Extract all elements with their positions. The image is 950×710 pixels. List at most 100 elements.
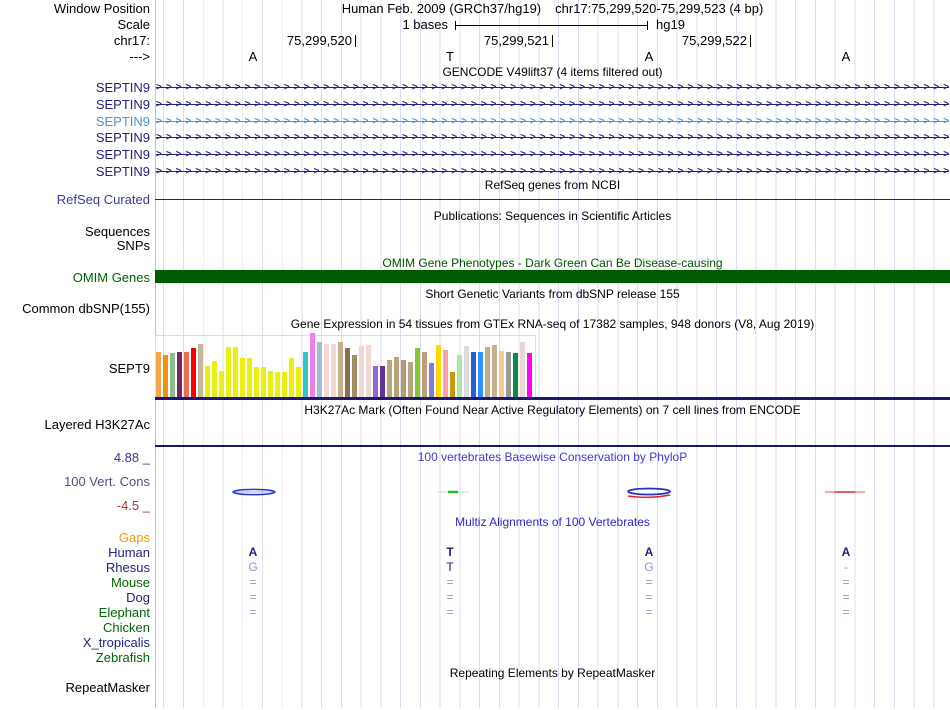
reference-base: A [248,49,258,64]
multiz-species-label[interactable]: Dog [126,590,150,605]
reference-base: T [446,49,454,64]
h3k27ac-baseline [155,445,950,447]
gtex-tissue-bar [492,345,497,397]
layered-h3k27ac-label[interactable]: Layered H3K27Ac [44,417,150,432]
gencode-gene-label[interactable]: SEPTIN9 [95,114,150,129]
multiz-species-label[interactable]: Rhesus [105,560,150,575]
gtex-tissue-bar [310,333,315,397]
gene-strand-arrows: >>>>>>>>>>>>>>>>>>>>>>>>>>>>>>>>>>>>>>>>… [156,116,949,127]
gtex-tissue-bar [485,347,490,397]
gencode-gene-label[interactable]: SEPTIN9 [95,97,150,112]
gtex-tissue-bar [352,355,357,397]
conservation-mark [437,490,469,494]
multiz-species-label[interactable]: Zebrafish [95,650,150,665]
omim-genes-label[interactable]: OMIM Genes [72,270,150,285]
dbsnp-track-title: Short Genetic Variants from dbSNP releas… [425,287,680,301]
alignment-base: T [446,545,454,559]
gtex-tissue-bar [254,367,259,397]
multiz-species-label[interactable]: Chicken [103,620,150,635]
gencode-gene-item[interactable]: >>>>>>>>>>>>>>>>>>>>>>>>>>>>>>>>>>>>>>>>… [156,80,949,95]
gtex-tissue-bar [282,372,287,397]
h3k27ac-track-title: H3K27Ac Mark (Often Found Near Active Re… [304,403,801,417]
alignment-base: - [844,560,848,574]
gtex-tissue-bar [478,352,483,397]
multiz-species-label[interactable]: Elephant [98,605,150,620]
gtex-tissue-bar [156,352,161,397]
vert-cons-label[interactable]: 100 Vert. Cons [64,474,150,489]
gtex-tissue-bar [184,352,189,397]
gtex-tissue-bar [450,372,455,397]
coordinate-label: 75,299,522 [681,33,747,48]
phylop-max-value: 4.88 _ [113,450,150,465]
gtex-track-title: Gene Expression in 54 tissues from GTEx … [290,317,815,331]
alignment-base: G [248,560,258,574]
window-position-label: Window Position [53,1,150,16]
gencode-gene-label[interactable]: SEPTIN9 [95,164,150,179]
gene-strand-arrows: >>>>>>>>>>>>>>>>>>>>>>>>>>>>>>>>>>>>>>>>… [156,82,949,93]
gtex-tissue-bar [191,348,196,397]
gencode-gene-item[interactable]: >>>>>>>>>>>>>>>>>>>>>>>>>>>>>>>>>>>>>>>>… [156,114,949,129]
gencode-gene-item[interactable]: >>>>>>>>>>>>>>>>>>>>>>>>>>>>>>>>>>>>>>>>… [156,130,949,145]
coordinate-tick [750,35,751,47]
gtex-tissue-bar [177,352,182,397]
gtex-tissue-bar [170,353,175,397]
gtex-expression-bars[interactable] [156,333,534,397]
gencode-gene-label[interactable]: SEPTIN9 [95,147,150,162]
assembly-title: Human Feb. 2009 (GRCh37/hg19) [341,1,542,16]
gene-strand-line [156,121,949,122]
gencode-gene-item[interactable]: >>>>>>>>>>>>>>>>>>>>>>>>>>>>>>>>>>>>>>>>… [156,97,949,112]
gtex-tissue-bar [317,342,322,397]
alignment-base: = [446,605,454,619]
gtex-tissue-bar [436,345,441,397]
gtex-gene-label[interactable]: SEPT9 [108,361,150,376]
alignment-base: T [446,560,454,574]
gtex-tissue-bar [331,344,336,397]
omim-track-title: OMIM Gene Phenotypes - Dark Green Can Be… [382,256,723,270]
gtex-tissue-bar [303,352,308,397]
gene-strand-arrows: >>>>>>>>>>>>>>>>>>>>>>>>>>>>>>>>>>>>>>>>… [156,149,949,160]
omim-gene-item[interactable] [155,270,950,283]
alignment-base: = [842,605,850,619]
refseq-curated-label[interactable]: RefSeq Curated [56,192,150,207]
assembly-position-title: Human Feb. 2009 (GRCh37/hg19) chr17:75,2… [155,2,950,15]
gene-strand-arrows: >>>>>>>>>>>>>>>>>>>>>>>>>>>>>>>>>>>>>>>>… [156,132,949,143]
gene-strand-arrows: >>>>>>>>>>>>>>>>>>>>>>>>>>>>>>>>>>>>>>>>… [156,166,949,177]
repeatmasker-label[interactable]: RepeatMasker [65,680,150,695]
position-range: chr17:75,299,520-75,299,523 (4 bp) [555,1,764,16]
gene-strand-line [156,87,949,88]
multiz-species-label[interactable]: X_tropicalis [82,635,150,650]
gencode-gene-label[interactable]: SEPTIN9 [95,80,150,95]
gtex-chart-frame [155,335,536,397]
gtex-tissue-bar [527,353,532,397]
gene-strand-line [156,137,949,138]
gtex-tissue-bar [289,358,294,397]
gtex-tissue-bar [366,345,371,397]
gtex-tissue-bar [499,351,504,397]
alignment-base: = [446,575,454,589]
repeatmasker-track-title: Repeating Elements by RepeatMasker [449,666,656,680]
gencode-gene-item[interactable]: >>>>>>>>>>>>>>>>>>>>>>>>>>>>>>>>>>>>>>>>… [156,147,949,162]
multiz-species-label[interactable]: Human [108,545,150,560]
gene-strand-line [156,154,949,155]
common-dbsnp-label[interactable]: Common dbSNP(155) [22,301,150,316]
gtex-tissue-bar [261,367,266,397]
multiz-species-label[interactable]: Mouse [110,575,150,590]
gtex-tissue-bar [324,344,329,397]
sequences-track-label[interactable]: Sequences [84,224,150,239]
grid-lines [155,0,950,708]
alignment-base: = [842,590,850,604]
gtex-tissue-bar [345,348,350,397]
conservation-mark [232,488,276,496]
snps-track-label[interactable]: SNPs [116,238,150,253]
alignment-base: = [446,590,454,604]
gtex-tissue-bar [394,357,399,397]
gencode-gene-label[interactable]: SEPTIN9 [95,130,150,145]
scale-label: Scale [117,17,150,32]
refseq-curated-item[interactable] [155,199,950,200]
gtex-tissue-bar [240,358,245,397]
multiz-species-label[interactable]: Gaps [118,530,150,545]
reference-base: A [644,49,654,64]
gtex-baseline [155,397,950,400]
gtex-tissue-bar [163,355,168,397]
gencode-gene-item[interactable]: >>>>>>>>>>>>>>>>>>>>>>>>>>>>>>>>>>>>>>>>… [156,164,949,179]
